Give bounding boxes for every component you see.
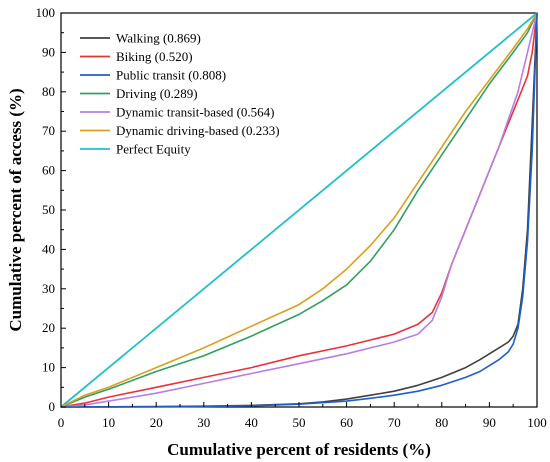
x-tick-label: 10 <box>102 415 115 430</box>
x-tick-label: 80 <box>435 415 448 430</box>
legend-label: Walking (0.869) <box>116 31 201 46</box>
x-tick-label: 40 <box>245 415 258 430</box>
legend: Walking (0.869) Biking (0.520) Public tran… <box>80 31 280 157</box>
y-tick-label: 100 <box>36 5 56 20</box>
y-tick-label: 10 <box>42 360 55 375</box>
series-line-1 <box>60 12 538 408</box>
x-tick-label: 0 <box>58 415 65 430</box>
y-axis-title: Cumulative percent of access (%) <box>6 88 25 331</box>
x-tick-label: 100 <box>527 415 547 430</box>
x-tick-label: 50 <box>293 415 306 430</box>
x-tick-label: 30 <box>197 415 210 430</box>
y-tick-label: 80 <box>42 84 55 99</box>
series-line-3 <box>60 12 538 408</box>
y-tick-label: 60 <box>42 163 55 178</box>
y-tick-label: 40 <box>42 241 55 256</box>
x-axis-ticks: 0 10 20 30 40 50 60 70 80 90 100 <box>58 402 547 430</box>
x-tick-label: 20 <box>150 415 163 430</box>
legend-label: Dynamic transit-based (0.564) <box>116 105 274 120</box>
legend-label: Dynamic driving-based (0.233) <box>116 123 280 138</box>
x-tick-label: 60 <box>340 415 353 430</box>
series-line-6 <box>60 12 538 408</box>
y-axis-ticks: 0 10 20 30 40 50 60 70 80 90 100 <box>36 5 66 414</box>
y-tick-label: 50 <box>42 202 55 217</box>
x-tick-label: 70 <box>388 415 401 430</box>
legend-label: Driving (0.289) <box>116 86 198 101</box>
y-tick-label: 70 <box>42 123 55 138</box>
y-tick-label: 20 <box>42 320 55 335</box>
legend-label: Public transit (0.808) <box>116 68 226 83</box>
series-line-4 <box>60 12 538 408</box>
y-tick-label: 30 <box>42 281 55 296</box>
y-tick-label: 0 <box>49 399 56 414</box>
legend-label: Biking (0.520) <box>116 49 193 64</box>
x-axis-title: Cumulative percent of residents (%) <box>167 440 431 459</box>
y-tick-label: 90 <box>42 44 55 59</box>
series-line-5 <box>60 12 538 408</box>
series-layer <box>60 12 538 408</box>
legend-label: Perfect Equity <box>116 142 191 157</box>
x-tick-label: 90 <box>483 415 496 430</box>
